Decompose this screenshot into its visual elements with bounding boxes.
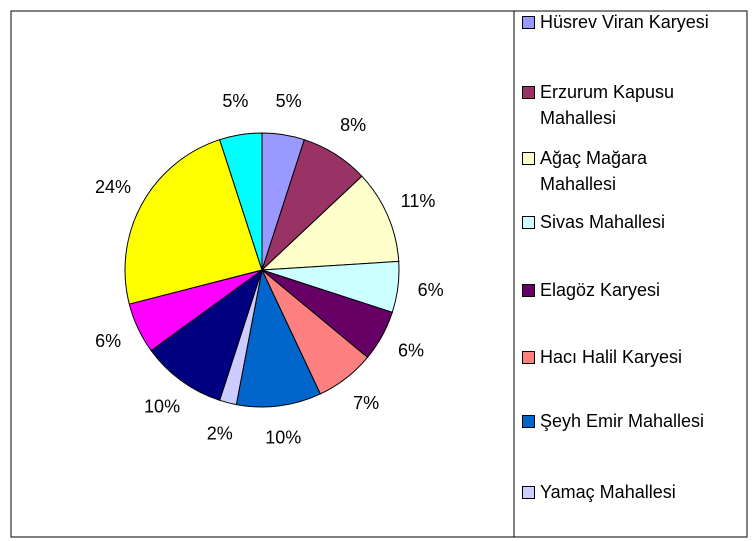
legend-label: Hüsrev Viran Karyesi xyxy=(540,12,709,32)
data-label: 5% xyxy=(222,91,248,111)
legend-entry: Hüsrev Viran Karyesi xyxy=(522,9,725,35)
data-label: 11% xyxy=(401,191,436,211)
data-label: 6% xyxy=(95,331,121,351)
legend-label: Elagöz Karyesi xyxy=(540,280,661,300)
legend-swatch xyxy=(522,351,535,364)
legend-entry: Sivas Mahallesi xyxy=(522,209,725,235)
legend-swatch xyxy=(522,86,535,99)
data-label: 10% xyxy=(144,396,180,416)
pie-slice xyxy=(260,175,400,271)
data-label: 5% xyxy=(276,91,302,111)
data-label: 8% xyxy=(340,115,366,135)
legend-label: Sivas Mahallesi xyxy=(540,212,666,232)
legend-label: Ağaç Mağara Mahallesi xyxy=(540,148,648,194)
legend-entry: Yamaç Mahallesi xyxy=(522,479,725,505)
legend-swatch xyxy=(522,284,535,297)
legend-entry: Elagöz Karyesi xyxy=(522,277,725,303)
legend-swatch xyxy=(522,486,535,499)
legend-swatch xyxy=(522,16,535,29)
data-label: 24% xyxy=(95,177,131,197)
data-label: 6% xyxy=(398,341,424,361)
legend-entry: Ağaç Mağara Mahallesi xyxy=(522,145,725,197)
legend-label: Erzurum Kapusu Mahallesi xyxy=(540,82,675,128)
legend-label: Şeyh Emir Mahallesi xyxy=(540,411,705,431)
pie-slice xyxy=(219,132,263,271)
legend-label: Hacı Halil Karyesi xyxy=(540,347,683,367)
legend-entry: Erzurum Kapusu Mahallesi xyxy=(522,79,725,131)
legend-swatch xyxy=(522,415,535,428)
data-label: 7% xyxy=(353,393,379,413)
pie-slice xyxy=(150,268,263,401)
legend-label: Yamaç Mahallesi xyxy=(540,482,676,502)
data-label: 10% xyxy=(265,427,301,447)
legend-swatch xyxy=(522,152,535,165)
legend-entry: Hacı Halil Karyesi xyxy=(522,344,725,370)
data-label: 2% xyxy=(207,423,233,443)
pie-slice xyxy=(124,139,263,305)
legend-entry: Şeyh Emir Mahallesi xyxy=(522,408,725,434)
data-label: 6% xyxy=(418,280,444,300)
pie-slice xyxy=(235,268,321,408)
legend-swatch xyxy=(522,216,535,229)
